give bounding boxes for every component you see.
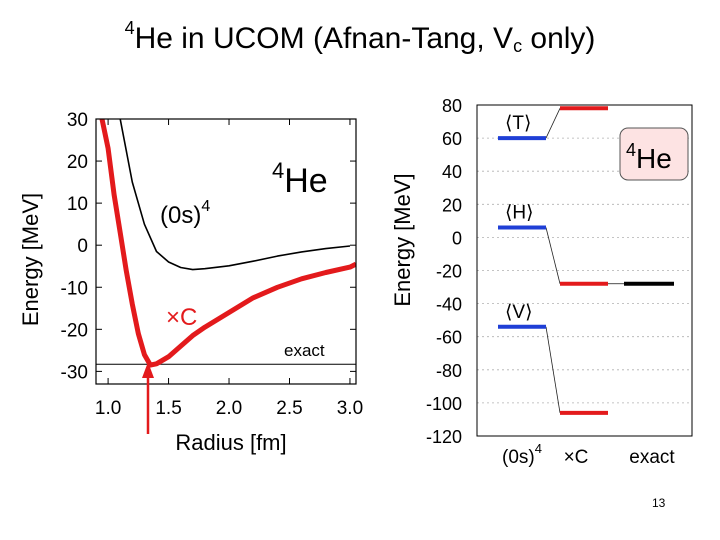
category-label: ×C xyxy=(564,447,589,468)
series-label-0s-main: (0s) xyxy=(160,202,201,229)
nucleus-label-symbol: He xyxy=(284,162,327,200)
series-line-xc xyxy=(99,119,356,368)
title-main: He in UCOM (Afnan-Tang, V xyxy=(134,22,514,55)
minimum-arrow-head xyxy=(142,362,154,378)
y-tick-label: 0 xyxy=(77,236,88,257)
category-label-sup: 4 xyxy=(535,441,542,456)
category-label-main: (0s) xyxy=(502,447,535,468)
level-connector xyxy=(545,227,561,284)
y-tick-label: 80 xyxy=(442,96,462,116)
series-label-0s-sup: 4 xyxy=(201,198,210,215)
exact-label: exact xyxy=(284,341,325,360)
title-tail: only) xyxy=(522,22,596,55)
y-tick-label: 60 xyxy=(442,129,462,149)
slide-title: 4He in UCOM (Afnan-Tang, Vc only) xyxy=(0,18,720,57)
title-superscript: 4 xyxy=(124,18,135,38)
x-tick-label: 2.5 xyxy=(276,398,302,419)
level-connector xyxy=(545,326,561,413)
y-tick-label: -10 xyxy=(61,278,88,299)
x-tick-label: 2.0 xyxy=(216,398,242,419)
y-tick-label: -40 xyxy=(436,295,462,315)
x-tick-label: 1.0 xyxy=(95,398,121,419)
category-label: exact xyxy=(629,447,675,468)
y-tick-label: -100 xyxy=(426,394,462,414)
nucleus-badge-symbol: He xyxy=(636,143,672,174)
level-label: ⟨H⟩ xyxy=(505,202,534,223)
category-label-main: exact xyxy=(629,447,675,468)
level-connector xyxy=(545,108,561,139)
y-tick-label: 10 xyxy=(67,194,88,215)
x-axis-label: Radius [fm] xyxy=(175,430,286,455)
nucleus-label: 4He xyxy=(272,158,328,200)
y-tick-label: -20 xyxy=(61,320,88,341)
y-tick-label: -60 xyxy=(436,328,462,348)
energy-levels-chart: 80 60 40 20 0 -20 -40 -60 -80 -100 -120 Energy [MeV… xyxy=(390,96,693,468)
y-tick-label: 30 xyxy=(67,110,88,131)
y-tick-label: 20 xyxy=(67,152,88,173)
level-label: ⟨T⟩ xyxy=(505,113,531,134)
slide-number: 13 xyxy=(652,496,666,510)
level-label: ⟨V⟩ xyxy=(505,302,533,323)
y-tick-label: 40 xyxy=(442,162,462,182)
y-tick-label: -30 xyxy=(61,362,88,383)
y-tick-label: -80 xyxy=(436,361,462,381)
plot-frame xyxy=(95,118,357,385)
x-tick-label: 3.0 xyxy=(337,398,363,419)
y-tick-label: 0 xyxy=(452,228,462,248)
series-label-0s: (0s)4 xyxy=(160,198,210,229)
x-tick-label: 1.5 xyxy=(155,398,181,419)
y-tick-label: -20 xyxy=(436,262,462,282)
y-axis-label: Energy [MeV] xyxy=(18,193,43,326)
series-line-0s xyxy=(119,119,351,271)
y-axis-label: Energy [MeV] xyxy=(390,173,415,306)
title-subscript: c xyxy=(513,36,523,56)
y-tick-label: 20 xyxy=(442,195,462,215)
nucleus-badge xyxy=(619,127,689,181)
nucleus-label-mass: 4 xyxy=(272,158,284,183)
category-label: (0s)4 xyxy=(502,441,542,468)
y-tick-label: -120 xyxy=(426,427,462,447)
nucleus-badge-mass: 4 xyxy=(626,140,636,160)
plot-frame xyxy=(476,104,693,437)
nucleus-badge-label: 4He xyxy=(626,140,672,174)
category-label-main: ×C xyxy=(564,447,589,468)
series-label-xc: ×C xyxy=(166,304,197,331)
radius-energy-chart: exact 30 20 10 0 -10 -20 -30 1.0 1.5 2.0 2.5 3.0 Radi… xyxy=(18,110,363,455)
